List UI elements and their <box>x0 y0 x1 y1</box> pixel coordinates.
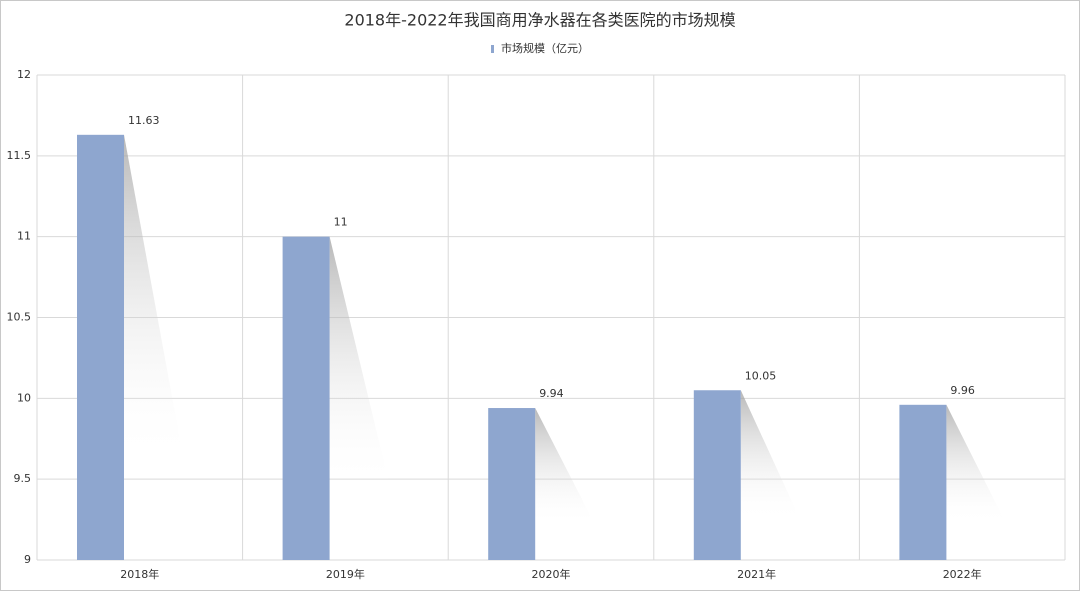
y-tick-label: 11 <box>17 230 31 243</box>
data-label: 9.96 <box>950 384 975 397</box>
x-tick-label: 2019年 <box>326 567 365 581</box>
bar-shadow <box>740 390 801 521</box>
bar <box>77 134 124 561</box>
x-tick-label: 2022年 <box>943 567 982 581</box>
y-tick-label: 9.5 <box>14 472 32 485</box>
y-tick-label: 9 <box>24 553 31 566</box>
data-label: 11 <box>334 216 348 229</box>
bar <box>693 390 741 560</box>
chart-title: 2018年-2022年我国商用净水器在各类医院的市场规模 <box>344 11 735 30</box>
legend-label: 市场规模（亿元） <box>501 41 589 55</box>
data-label: 11.63 <box>128 114 160 127</box>
bar-shadow <box>124 134 184 463</box>
bar <box>899 404 947 560</box>
legend-swatch <box>491 45 494 53</box>
x-tick-label: 2020年 <box>532 567 571 581</box>
bar <box>282 236 330 560</box>
y-tick-label: 10.5 <box>7 311 32 324</box>
bar <box>488 408 536 560</box>
x-tick-label: 2018年 <box>120 567 159 581</box>
y-tick-label: 10 <box>17 391 31 404</box>
data-label: 9.94 <box>539 387 564 400</box>
bar-shadow <box>946 404 1007 525</box>
y-tick-label: 12 <box>17 68 31 81</box>
bar-shadow <box>329 236 390 486</box>
bar-shadow <box>535 408 596 526</box>
data-label: 10.05 <box>745 369 777 382</box>
y-tick-label: 11.5 <box>7 149 32 162</box>
x-tick-label: 2021年 <box>737 567 776 581</box>
